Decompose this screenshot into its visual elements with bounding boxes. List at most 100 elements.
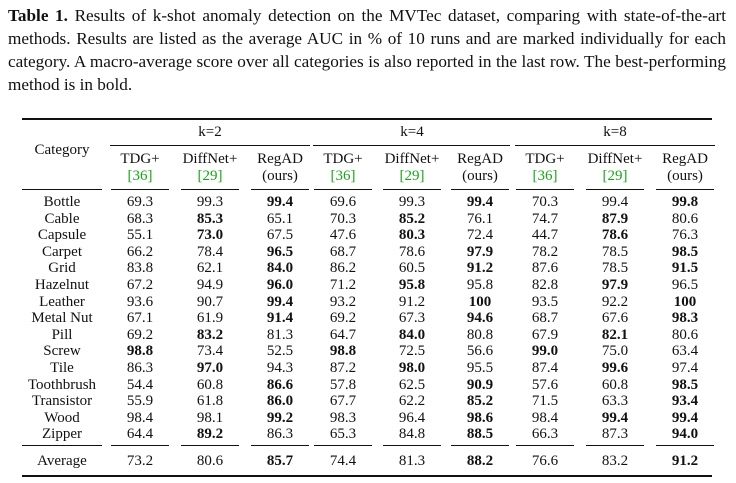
score: 74.4 bbox=[329, 453, 357, 469]
caption-label: Table 1. bbox=[8, 6, 68, 25]
score: 93.6 bbox=[126, 293, 154, 310]
rule bbox=[314, 445, 372, 446]
score: 87.2 bbox=[329, 360, 357, 376]
category: Average bbox=[37, 453, 87, 469]
score: 70.3 bbox=[531, 194, 559, 210]
score: 52.5 bbox=[266, 343, 294, 360]
rule bbox=[451, 189, 509, 190]
rule bbox=[516, 445, 574, 446]
score: 94.3 bbox=[266, 360, 294, 376]
score: 78.5 bbox=[601, 260, 629, 277]
score: 98.4 bbox=[126, 409, 154, 426]
score: 89.2 bbox=[196, 426, 224, 443]
score: 83.2 bbox=[601, 453, 629, 469]
score: 85.3 bbox=[196, 210, 224, 227]
score: 80.6 bbox=[671, 210, 699, 227]
category: Metal Nut bbox=[31, 310, 93, 327]
score: 97.9 bbox=[466, 243, 494, 260]
score: 99.4 bbox=[466, 194, 494, 210]
caption: Table 1. Results of k-shot anomaly detec… bbox=[8, 4, 726, 96]
score: 98.6 bbox=[466, 409, 494, 426]
rule bbox=[251, 445, 309, 446]
score: 99.4 bbox=[266, 194, 294, 210]
score: 87.6 bbox=[531, 260, 559, 277]
score: 78.6 bbox=[398, 243, 426, 260]
score: 81.3 bbox=[398, 453, 426, 469]
rule bbox=[111, 189, 169, 190]
method-note: [29] bbox=[197, 168, 223, 184]
score: 95.8 bbox=[466, 277, 494, 293]
score: 73.0 bbox=[196, 227, 224, 244]
score: 66.3 bbox=[531, 426, 559, 443]
score: 67.7 bbox=[329, 393, 357, 410]
score: 56.6 bbox=[466, 343, 494, 360]
score: 98.8 bbox=[329, 343, 357, 360]
category-header: Category bbox=[34, 142, 90, 158]
score: 90.9 bbox=[466, 376, 494, 393]
category: Cable bbox=[44, 210, 80, 227]
score: 69.2 bbox=[126, 326, 154, 343]
score: 99.4 bbox=[266, 293, 294, 310]
rule bbox=[516, 189, 574, 190]
score: 93.2 bbox=[329, 293, 357, 310]
score: 67.6 bbox=[601, 310, 629, 327]
category: Hazelnut bbox=[34, 277, 90, 293]
category: Toothbrush bbox=[27, 376, 97, 393]
score: 86.3 bbox=[126, 360, 154, 376]
score: 66.2 bbox=[126, 243, 154, 260]
score: 70.3 bbox=[329, 210, 357, 227]
score: 69.3 bbox=[126, 194, 154, 210]
score: 99.8 bbox=[671, 194, 699, 210]
score: 78.6 bbox=[601, 227, 629, 244]
score: 63.4 bbox=[671, 343, 699, 360]
score: 67.2 bbox=[126, 277, 154, 293]
rule bbox=[110, 145, 310, 146]
score: 61.9 bbox=[196, 310, 224, 327]
score: 95.5 bbox=[466, 360, 494, 376]
rule bbox=[22, 445, 102, 446]
category: Grid bbox=[48, 260, 76, 277]
score: 99.3 bbox=[398, 194, 426, 210]
score: 99.4 bbox=[601, 194, 629, 210]
score: 76.6 bbox=[531, 453, 559, 469]
score: 67.9 bbox=[531, 326, 559, 343]
score: 84.0 bbox=[398, 326, 426, 343]
method-name: RegAD bbox=[457, 151, 503, 167]
method-note: [29] bbox=[399, 168, 425, 184]
method-note: (ours) bbox=[262, 168, 298, 184]
rule bbox=[313, 145, 510, 146]
score: 85.7 bbox=[266, 453, 294, 469]
score: 68.7 bbox=[531, 310, 559, 327]
score: 60.8 bbox=[601, 376, 629, 393]
score: 78.4 bbox=[196, 243, 224, 260]
score: 91.4 bbox=[266, 310, 294, 327]
score: 62.1 bbox=[196, 260, 224, 277]
score: 75.0 bbox=[601, 343, 629, 360]
method-name: DiffNet+ bbox=[182, 151, 238, 167]
score: 87.4 bbox=[531, 360, 559, 376]
score: 80.6 bbox=[196, 453, 224, 469]
category: Transistor bbox=[31, 393, 93, 410]
score: 99.4 bbox=[671, 409, 699, 426]
score: 83.2 bbox=[196, 326, 224, 343]
score: 88.2 bbox=[466, 453, 494, 469]
group-header: k=4 bbox=[400, 124, 424, 140]
rule bbox=[314, 189, 372, 190]
score: 67.3 bbox=[398, 310, 426, 327]
score: 64.4 bbox=[126, 426, 154, 443]
score: 55.9 bbox=[126, 393, 154, 410]
score: 94.9 bbox=[196, 277, 224, 293]
score: 91.5 bbox=[671, 260, 699, 277]
score: 62.2 bbox=[398, 393, 426, 410]
score: 57.6 bbox=[531, 376, 559, 393]
rule bbox=[586, 445, 644, 446]
score: 67.5 bbox=[266, 227, 294, 244]
score: 78.2 bbox=[531, 243, 559, 260]
method-note: (ours) bbox=[462, 168, 498, 184]
rule bbox=[181, 189, 239, 190]
rule bbox=[656, 445, 714, 446]
score: 76.3 bbox=[671, 227, 699, 244]
score: 93.4 bbox=[671, 393, 699, 410]
